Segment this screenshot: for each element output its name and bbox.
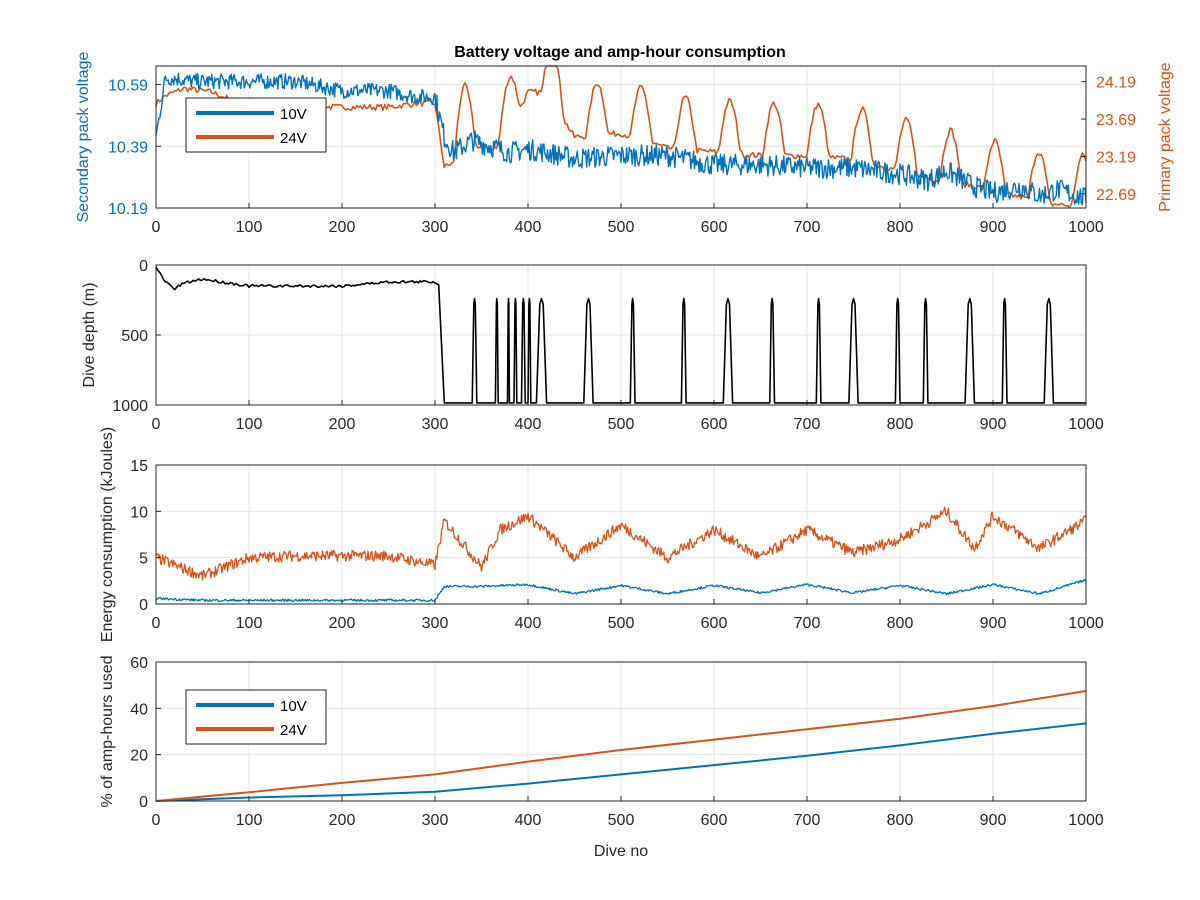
x-tick-label: 800 [887, 416, 914, 433]
y-tick-label: 0 [139, 597, 148, 614]
legend-box [185, 689, 327, 745]
legend-label-10V: 10V [280, 698, 307, 715]
x-tick-label: 300 [422, 615, 449, 632]
series-line-24V [155, 690, 1087, 802]
y-axis-label-left: Secondary pack voltage [75, 52, 92, 223]
x-tick-label: 100 [236, 812, 263, 829]
x-tick-label: 800 [887, 219, 914, 236]
x-tick-label: 200 [329, 416, 356, 433]
x-tick-label: 600 [701, 812, 728, 829]
x-tick-label: 200 [329, 812, 356, 829]
series-line-10V [155, 72, 1087, 206]
x-tick-label: 1000 [1068, 812, 1104, 829]
y-axis-label: Energy consumption (kJoules) [99, 427, 116, 642]
x-tick-label: 1000 [1068, 219, 1104, 236]
series-line-10V [156, 578, 1087, 603]
y-tick-label: 10.39 [108, 139, 148, 156]
y-right-tick-label: 23.19 [1096, 149, 1136, 166]
figure-title: Battery voltage and amp-hour consumption [454, 44, 786, 61]
y-tick-label: 10.19 [108, 201, 148, 218]
x-tick-label: 0 [152, 812, 161, 829]
x-tick-label: 500 [608, 416, 635, 433]
x-tick-label: 800 [887, 812, 914, 829]
y-tick-label: 20 [130, 748, 148, 765]
x-tick-label: 800 [887, 615, 914, 632]
y-right-tick-label: 24.19 [1096, 75, 1136, 92]
y-axis-label: % of amp-hours used [99, 655, 116, 807]
x-tick-label: 900 [980, 416, 1007, 433]
y-tick-label: 10 [130, 504, 148, 521]
x-tick-label: 600 [701, 416, 728, 433]
x-tick-label: 100 [236, 219, 263, 236]
x-tick-label: 500 [608, 219, 635, 236]
x-tick-label: 700 [794, 219, 821, 236]
y-tick-label: 60 [130, 655, 148, 672]
x-tick-label: 700 [794, 416, 821, 433]
series-line-depth [155, 266, 1086, 404]
x-tick-label: 1000 [1068, 615, 1104, 632]
y-tick-label: 40 [130, 701, 148, 718]
y-tick-label: 500 [121, 328, 148, 345]
y-right-tick-label: 22.69 [1096, 187, 1136, 204]
series-line-10V [155, 722, 1087, 802]
x-tick-label: 0 [152, 615, 161, 632]
y-tick-label: 5 [139, 551, 148, 568]
legend-label-24V: 24V [280, 722, 307, 739]
x-tick-label: 400 [515, 615, 542, 632]
x-tick-label: 500 [608, 615, 635, 632]
x-tick-label: 300 [422, 416, 449, 433]
y-axis-label-right: Primary pack voltage [1157, 62, 1174, 211]
x-tick-label: 900 [980, 615, 1007, 632]
x-tick-label: 100 [236, 615, 263, 632]
y-axis-label: Dive depth (m) [81, 283, 98, 388]
legend-label-24V: 24V [280, 130, 307, 147]
x-tick-label: 200 [329, 219, 356, 236]
series-line-24V [155, 506, 1087, 581]
x-tick-label: 400 [515, 219, 542, 236]
x-tick-label: 600 [701, 615, 728, 632]
x-tick-label: 400 [515, 812, 542, 829]
y-tick-label: 10.59 [108, 78, 148, 95]
x-tick-label: 900 [980, 219, 1007, 236]
y-tick-label: 0 [139, 258, 148, 275]
x-tick-label: 700 [794, 615, 821, 632]
y-right-tick-label: 23.69 [1096, 112, 1136, 129]
x-tick-label: 0 [152, 219, 161, 236]
x-tick-label: 900 [980, 812, 1007, 829]
y-tick-label: 15 [130, 458, 148, 475]
x-tick-label: 200 [329, 615, 356, 632]
legend-label-10V: 10V [280, 106, 307, 123]
x-tick-label: 400 [515, 416, 542, 433]
x-tick-label: 300 [422, 219, 449, 236]
x-tick-label: 300 [422, 812, 449, 829]
x-axis-label: Dive no [594, 843, 648, 860]
plots-container: 0 100 200 300 400 500 600 700 800 900 100010.1910.… [75, 52, 1174, 860]
y-tick-label: 1000 [112, 398, 148, 415]
x-tick-label: 100 [236, 416, 263, 433]
x-tick-label: 500 [608, 812, 635, 829]
legend-box [185, 97, 327, 153]
y-tick-label: 0 [139, 794, 148, 811]
x-tick-label: 0 [152, 416, 161, 433]
x-tick-label: 600 [701, 219, 728, 236]
x-tick-label: 700 [794, 812, 821, 829]
x-tick-label: 1000 [1068, 416, 1104, 433]
